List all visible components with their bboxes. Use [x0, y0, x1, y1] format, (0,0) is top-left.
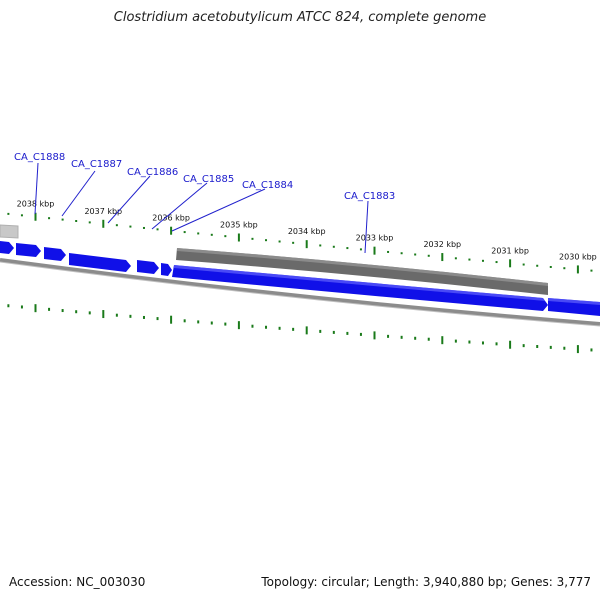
forward-gene-ca-c1887[interactable] — [44, 247, 66, 261]
forward-strand-genes — [0, 241, 600, 316]
reverse-gene-ca-c1883[interactable] — [176, 248, 548, 295]
forward-gene-ca-c1884-small[interactable] — [161, 263, 172, 276]
summary-text: Topology: circular; Length: 3,940,880 bp… — [261, 575, 591, 589]
tick-label: 2034 kbp — [288, 227, 326, 236]
gene-label-ca-c1884[interactable]: CA_C1884 — [242, 180, 293, 191]
tick-label: 2030 kbp — [559, 252, 597, 261]
tick-label: 2033 kbp — [356, 234, 394, 243]
gene-label-ca-c1887[interactable]: CA_C1887 — [71, 159, 122, 170]
lower-minor-ticks — [7, 304, 593, 352]
tick-label: 2035 kbp — [220, 220, 258, 229]
forward-gene-ca-c1884[interactable] — [172, 265, 548, 311]
gene-label-ca-c1886[interactable]: CA_C1886 — [127, 167, 178, 178]
tick-label: 2036 kbp — [152, 214, 190, 223]
tick-label: 2031 kbp — [491, 246, 529, 255]
upper-minor-ticks — [7, 212, 593, 272]
map-title: Clostridium acetobutylicum ATCC 824, com… — [113, 10, 487, 25]
accession-text: Accession: NC_003030 — [9, 575, 146, 589]
leader-line-ca-c1887 — [61, 170, 96, 217]
leader-line-ca-c1886 — [107, 175, 151, 224]
backbone — [0, 258, 600, 327]
forward-gene-ca-c1886[interactable] — [69, 253, 131, 272]
leader-line-ca-c1883 — [364, 200, 369, 254]
forward-gene-ca-c1885[interactable] — [137, 260, 159, 274]
gene-label-ca-c1883[interactable]: CA_C1883 — [344, 191, 395, 202]
tick-label: 2037 kbp — [84, 207, 122, 216]
backbone-line — [0, 258, 600, 326]
leader-line-ca-c1885 — [151, 182, 208, 230]
major-ticks — [34, 212, 579, 354]
tick-label: 2032 kbp — [423, 240, 461, 249]
gene-labels: CA_C1888 CA_C1887 CA_C1886 CA_C1885 CA_C… — [14, 152, 395, 254]
leader-line-ca-c1888 — [34, 162, 39, 215]
forward-gene-ca-c1888[interactable] — [16, 243, 41, 257]
forward-gene-ca-c1889[interactable] — [0, 241, 14, 254]
gene-label-ca-c1888[interactable]: CA_C1888 — [14, 152, 65, 163]
leader-line-ca-c1884 — [171, 188, 266, 232]
reverse-strand-genes — [0, 224, 548, 295]
reverse-gene-left-fragment[interactable] — [0, 224, 19, 239]
gene-label-ca-c1885[interactable]: CA_C1885 — [183, 174, 234, 185]
